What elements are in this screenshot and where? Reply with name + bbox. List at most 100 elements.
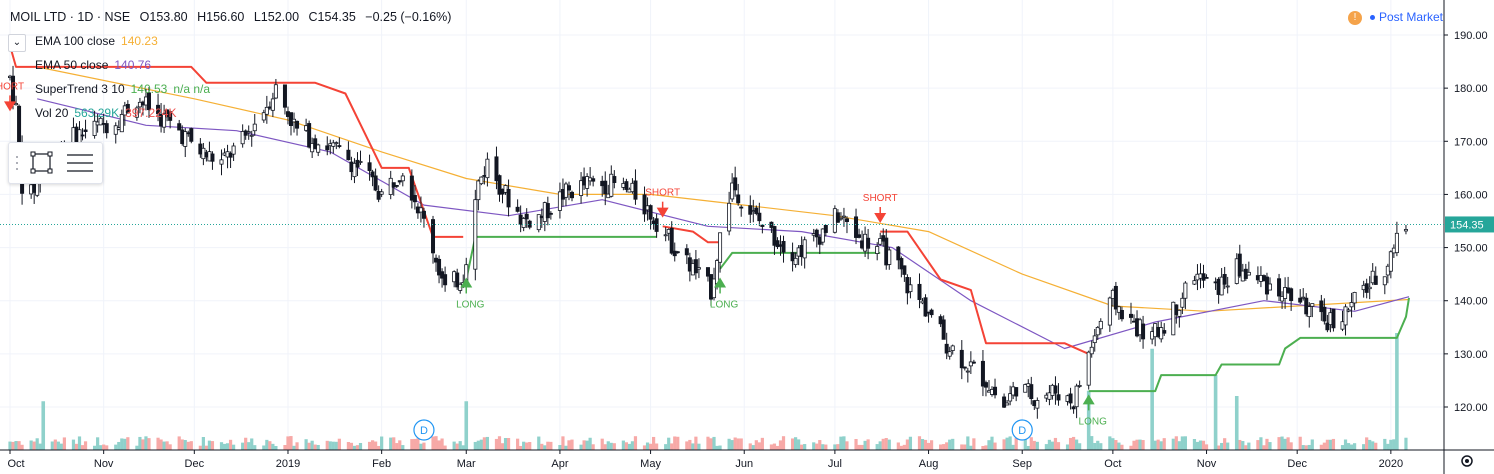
candle-body [944,343,949,354]
volume-bar [506,437,511,450]
volume-bar [854,439,858,450]
candle [119,109,124,133]
candle [104,120,109,139]
candle [1116,305,1121,320]
volume-bar [1014,438,1018,450]
candle-body [1095,327,1100,336]
candle [1237,244,1242,278]
volume-bar [1217,445,1221,450]
volume-bar [1174,436,1178,450]
candle [521,217,526,232]
indicator-value: 140.53 [130,82,168,96]
rectangle-tool-icon[interactable] [30,151,53,174]
candle [612,170,617,189]
candle [675,250,680,254]
candle-body [134,107,139,118]
volume-bar [908,436,913,450]
symbol-header: MOIL LTD · 1D · NSE O153.80 H156.60 L152… [10,10,451,24]
volume-bar [62,437,66,450]
candle-body [261,112,266,121]
dividend-marker[interactable]: D [1011,419,1033,441]
candle [113,122,118,144]
time-axis: Oct Nov Dec 2019 Feb Mar Apr May Jun Jul Aug Sep Oct… [0,449,1494,470]
lines-settings-icon[interactable] [67,154,93,172]
candle [400,172,405,187]
volume-bar [528,442,532,450]
indicator-ema100[interactable]: EMA 100 close 140.23 [35,34,164,48]
candle [1352,291,1357,311]
candle [727,191,732,236]
candle-body [718,232,723,263]
volume-bar [222,443,227,450]
volume-bar [1162,438,1166,450]
volume-bar [497,436,502,450]
volume-bar [1180,436,1184,450]
candle-body [612,176,617,183]
candle [1349,292,1354,318]
candle [950,344,955,355]
candle-body [983,382,988,388]
drag-handle-icon[interactable] [16,156,18,170]
volume-bar [1029,437,1033,450]
volume-bar [434,436,438,450]
candle [1141,315,1146,349]
open-value: 153.80 [149,10,188,24]
indicator-volume[interactable]: Vol 20 563.29K 397.224K [35,106,182,120]
collapse-indicators-button[interactable]: ⌄ [8,34,26,52]
volume-bar [1404,437,1408,450]
candle [1343,304,1348,336]
indicator-supertrend[interactable]: SuperTrend 3 10 140.53 n/a n/a [35,82,216,96]
settings-gear-icon[interactable] [1461,455,1473,467]
candle-body [866,237,871,249]
volume-bar [709,438,713,450]
dividend-marker[interactable]: D [413,419,435,441]
candle [775,237,780,250]
candle-body [814,229,819,238]
candle [875,242,880,261]
short-signal: SHORT [863,193,898,223]
candle-body [1074,385,1079,408]
candle-body [355,159,360,168]
candle-body [1373,275,1378,285]
candle [376,185,381,203]
candle-body [370,171,375,178]
candle [418,196,423,223]
volume-bar [310,440,314,450]
candle-body [1289,288,1294,302]
volume-bar [198,445,202,450]
volume-bar [1343,439,1348,450]
volume-bar [627,443,632,450]
volume-bar [609,442,613,450]
candle [189,127,194,144]
volume-bar [1044,444,1048,450]
volume-bar [1068,437,1073,450]
volume-bar [313,444,317,450]
candle [358,150,363,165]
volume-bar [582,440,586,450]
volume-bar [1328,439,1333,450]
indicator-ema50[interactable]: EMA 50 close 140.76 [35,58,157,72]
market-status[interactable]: ! Post Market [1348,10,1443,25]
long-signal: LONG [1079,394,1107,427]
candle [1174,304,1179,324]
candle-body [1068,393,1073,404]
candle-body [1089,346,1094,355]
volume-bar [1374,442,1378,450]
candle [397,180,402,185]
arrow-down-icon [4,101,16,112]
supertrend-lines [9,45,1410,393]
candle [134,105,139,121]
candle-body [1141,323,1146,340]
volume-bar [857,444,861,450]
candle-body [624,181,629,190]
candle-body [1005,402,1010,406]
volume-bar [295,442,299,450]
volume-bar [17,441,21,450]
candle-body [672,250,677,257]
candle [219,149,224,176]
volume-bar [860,444,864,450]
candle [718,232,723,273]
volume-bar [105,445,109,450]
volume-bar [410,439,414,450]
